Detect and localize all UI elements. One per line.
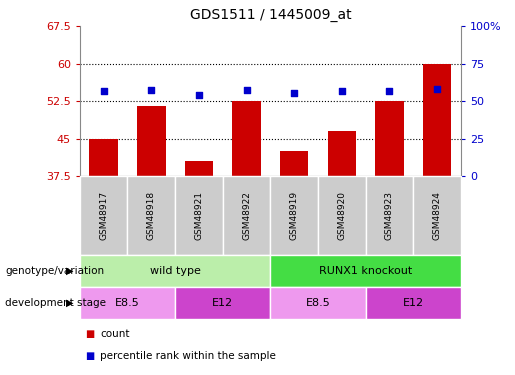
- Text: ■: ■: [85, 351, 94, 361]
- Text: GSM48919: GSM48919: [290, 191, 299, 240]
- Bar: [423, 64, 451, 176]
- Text: ▶: ▶: [66, 298, 73, 308]
- Text: RUNX1 knockout: RUNX1 knockout: [319, 266, 413, 276]
- Text: E12: E12: [403, 298, 424, 308]
- Text: ■: ■: [85, 329, 94, 339]
- Text: E12: E12: [212, 298, 233, 308]
- Text: wild type: wild type: [150, 266, 200, 276]
- Text: count: count: [100, 329, 130, 339]
- Text: ▶: ▶: [66, 266, 73, 276]
- Bar: [375, 101, 404, 176]
- Bar: [90, 139, 118, 176]
- Text: development stage: development stage: [5, 298, 106, 308]
- Point: [147, 87, 156, 93]
- Text: GSM48921: GSM48921: [195, 191, 203, 240]
- Point: [433, 86, 441, 92]
- Text: GSM48918: GSM48918: [147, 191, 156, 240]
- Text: genotype/variation: genotype/variation: [5, 266, 104, 276]
- Title: GDS1511 / 1445009_at: GDS1511 / 1445009_at: [190, 9, 351, 22]
- Text: GSM48923: GSM48923: [385, 191, 394, 240]
- Bar: [280, 151, 308, 176]
- Point: [290, 90, 298, 96]
- Bar: [232, 101, 261, 176]
- Bar: [137, 106, 165, 176]
- Point: [99, 88, 108, 94]
- Text: GSM48920: GSM48920: [337, 191, 346, 240]
- Point: [338, 88, 346, 94]
- Text: GSM48917: GSM48917: [99, 191, 108, 240]
- Text: GSM48924: GSM48924: [433, 191, 441, 240]
- Text: percentile rank within the sample: percentile rank within the sample: [100, 351, 277, 361]
- Point: [195, 92, 203, 98]
- Text: E8.5: E8.5: [115, 298, 140, 308]
- Bar: [184, 161, 213, 176]
- Bar: [328, 131, 356, 176]
- Text: E8.5: E8.5: [305, 298, 331, 308]
- Text: GSM48922: GSM48922: [242, 191, 251, 240]
- Point: [385, 88, 393, 94]
- Point: [243, 87, 251, 93]
